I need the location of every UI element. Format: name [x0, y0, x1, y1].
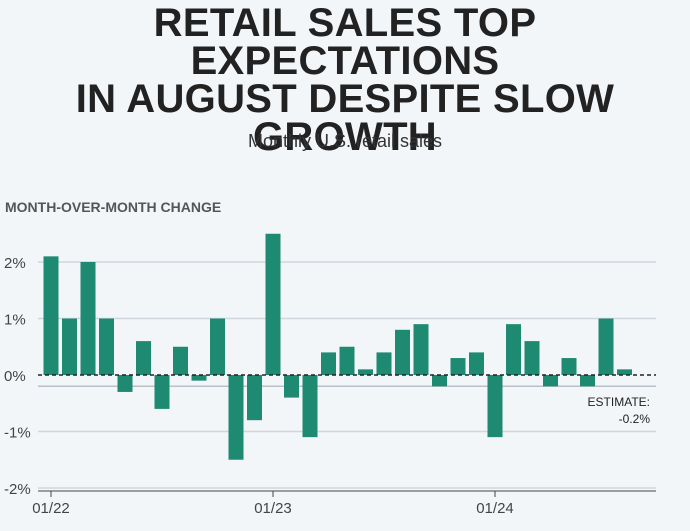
bar [43, 256, 59, 375]
bar [598, 318, 614, 375]
bar [524, 341, 540, 375]
bar [321, 352, 336, 375]
bar [580, 375, 595, 387]
bar [617, 369, 632, 375]
bar [80, 262, 96, 375]
bar [117, 375, 133, 392]
estimate-annotation-value: -0.2% [619, 412, 651, 426]
bar [302, 375, 318, 438]
estimate-annotation-label: ESTIMATE: [588, 395, 650, 409]
bar [376, 352, 392, 375]
bar [450, 358, 466, 375]
bar [173, 346, 188, 375]
y-tick-label: 2% [4, 255, 26, 272]
bar [284, 375, 299, 398]
bar [154, 375, 170, 409]
chart-subtitle: Monthly U.S. retail sales [247, 131, 443, 151]
y-axis-label: MONTH-OVER-MONTH CHANGE [5, 199, 222, 215]
chart-title: RETAIL SALES TOP EXPECTATIONS IN AUGUST … [75, 1, 615, 159]
y-tick-label: 0% [4, 368, 26, 385]
bar [136, 341, 151, 375]
bar [339, 346, 355, 375]
x-tick-label: 01/24 [476, 500, 514, 517]
bar [99, 318, 114, 375]
bar [469, 352, 484, 375]
x-tick-label: 01/22 [32, 500, 70, 517]
bar [395, 329, 410, 375]
bar [487, 375, 503, 438]
x-tick-label: 01/23 [254, 500, 292, 517]
bar [247, 375, 262, 421]
bar [561, 358, 577, 375]
bar [413, 324, 429, 375]
bar [358, 369, 373, 375]
bar [265, 233, 281, 375]
bar [432, 375, 447, 387]
bar [191, 375, 207, 381]
bar [210, 318, 225, 375]
bar [506, 324, 521, 375]
bar [228, 375, 244, 460]
bar [543, 375, 558, 387]
y-tick-label: -1% [4, 425, 31, 442]
y-tick-label: 1% [4, 312, 26, 329]
bar [62, 318, 77, 375]
y-tick-label: -2% [4, 481, 31, 498]
